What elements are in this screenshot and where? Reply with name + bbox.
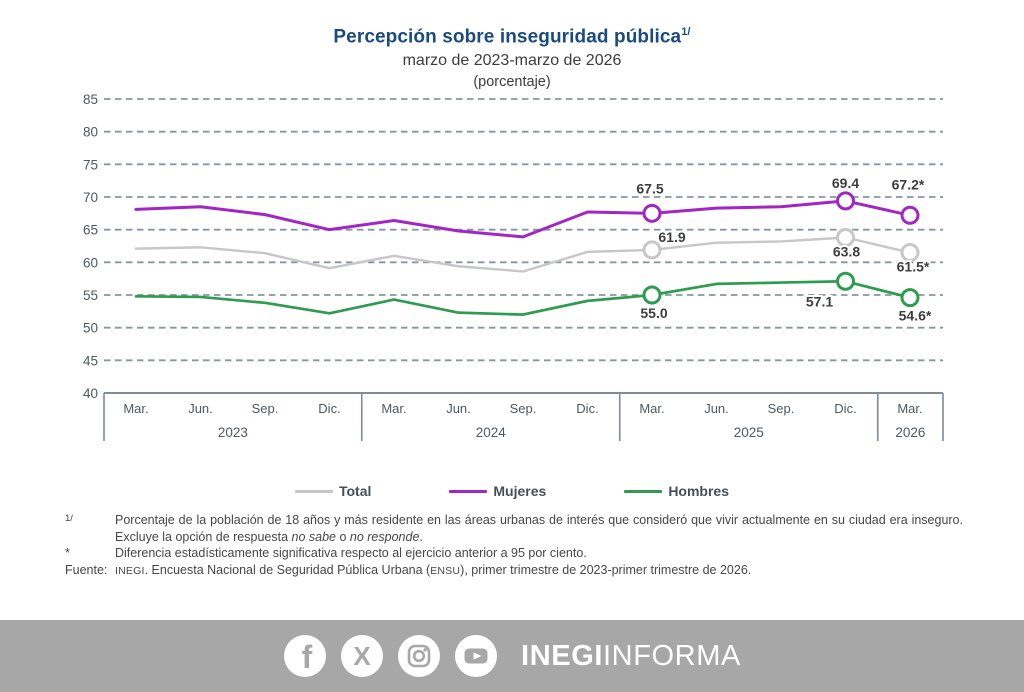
x-axis-month-label: Jun. [704,401,729,416]
footnote-reference: 1/ [681,26,691,38]
data-point-marker-mujeres [836,191,855,211]
x-axis-month-label: Mar. [897,401,922,416]
legend-swatch-hombres [624,489,663,493]
chart-header: Percepción sobre inseguridad pública1/ m… [0,26,1024,90]
legend-label: Hombres [668,483,729,499]
data-point-label-mujeres: 67.5 [636,180,663,196]
legend-item-mujeres: Mujeres [449,483,546,499]
youtube-icon[interactable] [454,634,498,678]
x-axis-month-label: Sep. [768,401,795,416]
insecurity-perception-line-chart: 40 45 50 55 60 65 70 75 80 85 Mar. Jun. Sep. Dic. Mar.… [83,92,944,441]
data-point-label-hombres: 57.1 [806,293,833,309]
footnote-row: Fuente: INEGI. Encuesta Nacional de Segur… [65,562,963,579]
series-line-hombres [134,279,912,316]
y-axis-tick-label: 80 [83,125,98,140]
series-line-total [134,236,912,273]
data-point-marker-total [642,240,662,260]
series-line-mujeres [134,199,912,239]
data-point-label-hombres: 55.0 [640,305,667,321]
svg-text:f: f [302,639,313,675]
chart-legend: Total Mujeres Hombres [0,483,1024,499]
data-point-label-hombres: 54.6* [899,308,932,324]
x-axis-year-label: 2026 [895,425,925,440]
x-axis-year-label: 2025 [734,425,764,440]
y-axis-tick-label: 50 [83,321,98,336]
page-title-text: Percepción sobre inseguridad pública [333,26,682,48]
y-axis-tick-label: 85 [83,92,98,107]
x-axis-month-label: Sep. [510,401,537,416]
footnote-marker: 1/ [65,513,73,524]
legend-swatch-total [294,489,333,493]
x-axis-year-label: 2024 [476,425,507,440]
data-point-label-total: 61.9 [658,229,685,245]
data-point-marker-hombres [900,288,920,308]
footnote-marker: Fuente: [65,562,108,577]
data-point-marker-mujeres [900,205,920,225]
x-axis-month-label: Dic. [834,401,856,416]
instagram-icon[interactable] [397,634,441,678]
footnote-text: Diferencia estadísticamente significativ… [115,546,587,560]
x-axis-month-label: Dic. [576,401,598,416]
footnote-row: * Diferencia estadísticamente significati… [65,545,963,562]
data-point-marker-total [836,228,855,248]
x-axis-month-label: Mar. [123,401,148,416]
footnote-marker: * [65,546,70,560]
chart-unit-label: (porcentaje) [473,74,551,91]
chart-subtitle: marzo de 2023-marzo de 2026 [402,52,622,70]
y-axis-tick-label: 65 [83,223,98,238]
x-axis-month-label: Mar. [639,401,664,416]
footnote-text: Porcentaje de la población de 18 años y … [115,513,963,544]
y-axis-tick-label: 75 [83,157,98,172]
page-title: Percepción sobre inseguridad pública1/ [0,26,1024,48]
y-axis-tick-label: 60 [83,255,98,270]
facebook-icon[interactable]: f [283,634,327,678]
x-axis-month-label: Dic. [318,401,340,416]
data-point-marker-hombres [642,285,662,305]
data-point-marker-hombres [836,271,855,291]
y-axis-tick-label: 55 [83,288,98,303]
brand-informa: INFORMA [603,639,741,672]
footnotes: 1/Porcentaje de la población de 18 años … [65,512,963,578]
legend-item-hombres: Hombres [624,483,729,499]
data-point-marker-mujeres [642,203,662,223]
legend-swatch-mujeres [449,489,488,493]
legend-label: Mujeres [493,483,547,499]
x-axis-month-label: Jun. [446,401,471,416]
svg-text:X: X [353,641,371,671]
data-point-label-total: 63.8 [833,244,860,260]
x-icon[interactable]: X [340,634,384,678]
legend-item-total: Total [294,483,372,499]
x-axis-month-label: Jun. [188,401,213,416]
x-axis-month-label: Mar. [381,401,406,416]
x-axis-month-label: Sep. [252,401,279,416]
legend-label: Total [338,483,372,499]
data-point-label-mujeres: 69.4 [832,175,859,191]
brand-inegi: INEGI [521,639,604,672]
y-axis-tick-label: 45 [83,353,98,368]
footnote-text: INEGI. Encuesta Nacional de Seguridad Pú… [115,562,752,577]
data-point-marker-total [900,243,920,263]
x-axis-year-label: 2023 [218,425,248,440]
brand-logo: INEGIINFORMA [521,640,741,673]
y-axis-tick-label: 70 [83,190,98,205]
y-axis-tick-label: 40 [83,386,98,401]
data-point-label-mujeres: 67.2* [892,176,925,192]
footnote-row: 1/Porcentaje de la población de 18 años … [65,512,963,545]
data-point-label-total: 61.5* [897,259,930,275]
